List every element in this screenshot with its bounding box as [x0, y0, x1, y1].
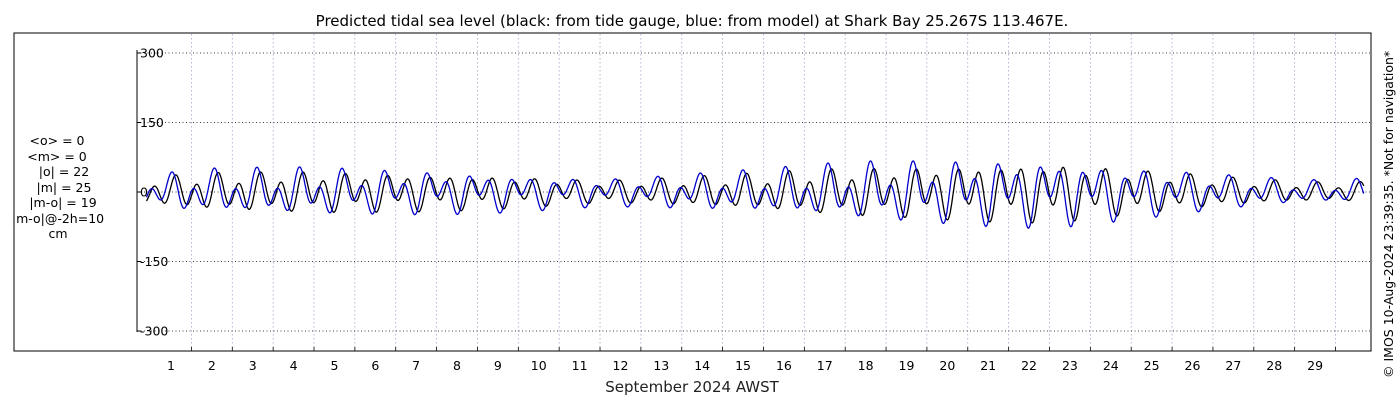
x-tick-label: 8 — [453, 358, 461, 373]
x-tick-label: 5 — [330, 358, 338, 373]
x-tick-label: 19 — [899, 358, 915, 373]
statistics-panel: <o> = 0 <m> = 0 |o| = 22 |m| = 25 |m-o| … — [4, 133, 112, 242]
x-tick-labels: 1 2 3 4 5 6 7 8 9 10 11 12 13 14 15 16 17 18 19 20 21 22 23 24 2… — [167, 358, 1323, 373]
x-axis-label: September 2024 AWST — [605, 378, 779, 396]
x-tick-label: 1 — [167, 358, 175, 373]
x-tick-label: 26 — [1185, 358, 1201, 373]
x-tick-label: 14 — [694, 358, 710, 373]
x-tick-label: 16 — [776, 358, 792, 373]
stat-abs-model: |m| = 25 — [36, 179, 92, 195]
x-tick-label: 15 — [735, 358, 751, 373]
plot-frame — [13, 32, 1372, 352]
stat-mean-model: <m> = 0 — [27, 148, 87, 164]
series-layer — [145, 160, 1365, 229]
x-tick-label: 7 — [412, 358, 420, 373]
x-tick-label: 13 — [653, 358, 669, 373]
x-tick-label: 10 — [531, 358, 547, 373]
x-tick-label: 28 — [1266, 358, 1282, 373]
stat-abs-obs: |o| = 22 — [38, 164, 90, 179]
x-tick-label: 9 — [494, 358, 502, 373]
x-tick-label: 18 — [858, 358, 874, 373]
x-tick-label: 27 — [1225, 358, 1241, 373]
x-tick-label: 6 — [371, 358, 379, 373]
stat-mean-obs: <o> = 0 — [29, 133, 85, 148]
y-tick-labels: 300 150 0 -150 -300 — [140, 46, 168, 339]
y-tick-label: 150 — [140, 115, 164, 130]
y-tick-label: -150 — [140, 254, 168, 269]
chart-title: Predicted tidal sea level (black: from t… — [316, 12, 1069, 30]
x-tick-label: 29 — [1307, 358, 1323, 373]
x-tick-label: 12 — [613, 358, 629, 373]
y-tick-label: 300 — [140, 46, 164, 61]
x-tick-label: 17 — [817, 358, 833, 373]
x-tick-label: 25 — [1144, 358, 1160, 373]
side-note: © IMOS 10-Aug-2024 23:39:35. *Not for na… — [1381, 51, 1396, 378]
grid-lines — [137, 34, 1371, 351]
stat-abs-diff-shift: |m-o|@-2h=10 — [11, 210, 105, 226]
x-tick-label: 24 — [1103, 358, 1119, 373]
series-line-model — [145, 160, 1365, 229]
stat-abs-diff: |m-o| = 19 — [29, 195, 97, 210]
x-tick-label: 23 — [1062, 358, 1078, 373]
stat-unit: cm — [48, 226, 68, 241]
x-tick-label: 21 — [980, 358, 996, 373]
x-tick-label: 11 — [572, 358, 588, 373]
x-tick-label: 20 — [939, 358, 955, 373]
y-tick-label: 0 — [140, 185, 148, 200]
y-tick-label: -300 — [140, 324, 168, 339]
x-tick-label: 2 — [208, 358, 216, 373]
x-tick-label: 3 — [249, 358, 257, 373]
x-tick-label: 22 — [1021, 358, 1037, 373]
x-tick-label: 4 — [290, 358, 298, 373]
series-line-gauge — [145, 166, 1365, 224]
